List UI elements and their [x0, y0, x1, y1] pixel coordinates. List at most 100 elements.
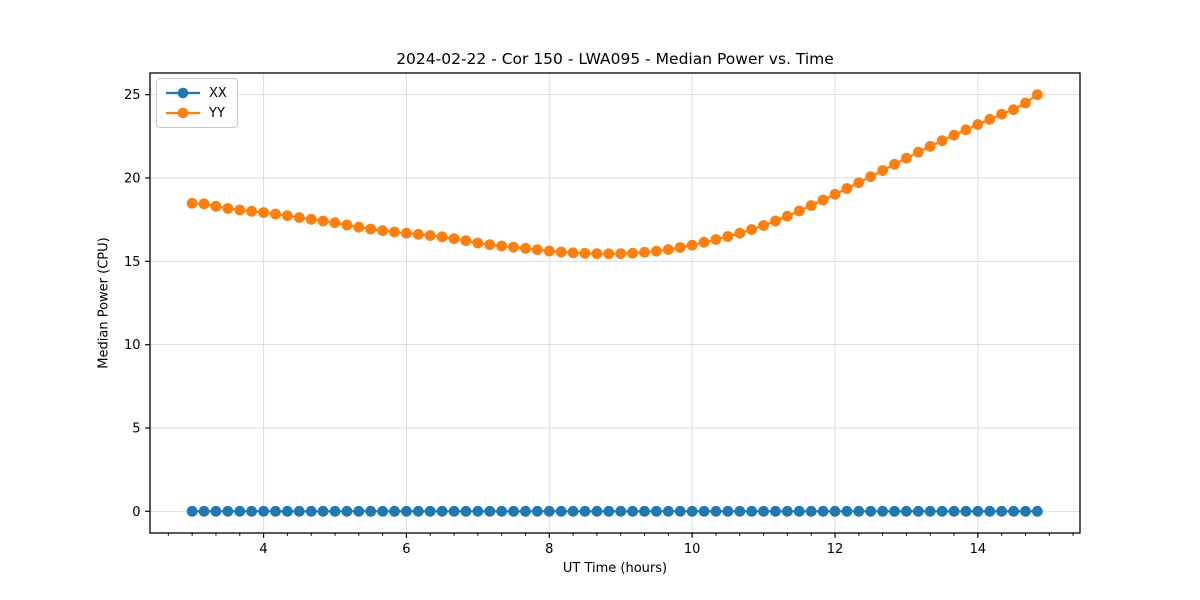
series-yy-marker [710, 234, 722, 245]
series-xx-marker [186, 505, 198, 517]
series-yy-marker [198, 198, 210, 210]
series-yy-marker [567, 247, 579, 259]
chart-title: 2024-02-22 - Cor 150 - LWA095 - Median P… [396, 50, 834, 68]
series-yy-marker [639, 246, 650, 258]
y-tick-label: 0 [132, 505, 140, 520]
series-xx-marker [984, 505, 996, 517]
series-yy-marker [424, 230, 436, 241]
series-yy-marker [246, 205, 258, 217]
series-xx-marker [448, 505, 460, 517]
series-xx-marker [1020, 505, 1031, 517]
series-yy-marker [853, 177, 865, 189]
series-yy-marker [472, 237, 484, 249]
series-xx-marker [1008, 505, 1019, 517]
series-xx-marker [770, 505, 781, 517]
series-xx-marker [365, 505, 377, 517]
legend-item-xx: XX [165, 83, 227, 103]
series-xx-marker [662, 505, 674, 517]
series-xx-marker [508, 505, 519, 517]
series-yy-marker [662, 244, 674, 255]
legend: XX YY [156, 78, 238, 128]
series-xx-marker [924, 505, 936, 517]
series-yy-marker [936, 135, 948, 147]
series-yy-marker [686, 239, 698, 251]
series-yy-marker [912, 146, 924, 158]
series-yy-marker [960, 124, 972, 136]
y-tick-label: 15 [124, 255, 141, 270]
series-xx-marker [436, 505, 448, 517]
series-yy-marker [734, 227, 746, 239]
legend-marker-yy-icon [166, 107, 200, 119]
series-yy-marker [329, 217, 341, 229]
y-tick-label: 5 [132, 422, 140, 437]
series-yy-marker [377, 225, 389, 237]
series-xx-marker [865, 505, 877, 517]
series-yy-marker [234, 204, 246, 216]
series-yy-marker [305, 213, 317, 225]
series-yy-marker [841, 183, 853, 194]
series-yy-marker [460, 235, 472, 247]
series-yy-marker [984, 113, 996, 125]
y-axis-label: Median Power (CPU) [96, 237, 112, 369]
series-xx-marker [412, 505, 424, 517]
series-yy-marker [210, 200, 222, 212]
series-yy-marker [496, 240, 508, 252]
series-xx-marker [781, 505, 793, 517]
series-yy-marker [627, 247, 639, 259]
series-yy-marker [889, 158, 900, 170]
series-yy-marker [543, 245, 555, 257]
series-xx-marker [424, 505, 436, 517]
series-yy-marker [341, 219, 353, 231]
series-xx-marker [639, 505, 650, 517]
series-xx-marker [603, 505, 615, 517]
y-tick-label: 25 [124, 88, 141, 103]
series-xx-marker [472, 505, 484, 517]
series-xx-marker [960, 505, 972, 517]
series-yy-marker [758, 220, 769, 231]
x-tick-label: 4 [259, 542, 267, 557]
series-yy-marker [948, 129, 960, 141]
series-xx-marker [520, 505, 531, 517]
series-yy-marker [972, 119, 984, 130]
series-yy-marker [365, 223, 377, 235]
series-yy-marker [746, 224, 758, 235]
series-yy-marker [531, 244, 543, 256]
series-yy-marker [865, 171, 877, 183]
series-xx-marker [210, 505, 222, 517]
series-xx-marker [1031, 505, 1043, 517]
legend-item-yy: YY [165, 103, 227, 123]
series-xx-marker [341, 505, 353, 517]
series-xx-marker [377, 505, 389, 517]
x-tick-label: 6 [402, 542, 410, 557]
series-yy-marker [412, 228, 424, 240]
series-xx-marker [710, 505, 722, 517]
series-yy-marker [996, 108, 1008, 120]
series-yy-marker [722, 231, 734, 242]
series-yy-marker [258, 207, 269, 218]
series-xx-marker [698, 505, 710, 517]
series-yy-marker [484, 239, 496, 251]
x-axis-label: UT Time (hours) [562, 561, 668, 576]
series-yy-marker [698, 236, 710, 248]
series-xx-marker [234, 505, 246, 517]
series-yy-marker [555, 246, 567, 258]
series-xx-marker [401, 505, 412, 517]
series-yy-marker [901, 152, 912, 164]
series-yy-marker [317, 215, 329, 227]
series-xx-marker [651, 505, 662, 517]
series-xx-marker [686, 505, 698, 517]
series-xx-marker [948, 505, 960, 517]
x-tick-label: 14 [970, 542, 987, 557]
series-yy-marker [222, 203, 234, 214]
series-yy-marker [781, 210, 793, 222]
series-yy-marker [829, 188, 841, 200]
series-yy-marker [579, 247, 591, 259]
series-xx-marker [496, 505, 508, 517]
series-xx-marker [198, 505, 210, 517]
series-xx-marker [889, 505, 900, 517]
series-xx-marker [353, 505, 365, 517]
series-xx-marker [317, 505, 329, 517]
series-xx-marker [222, 505, 234, 517]
series-xx-marker [734, 505, 746, 517]
